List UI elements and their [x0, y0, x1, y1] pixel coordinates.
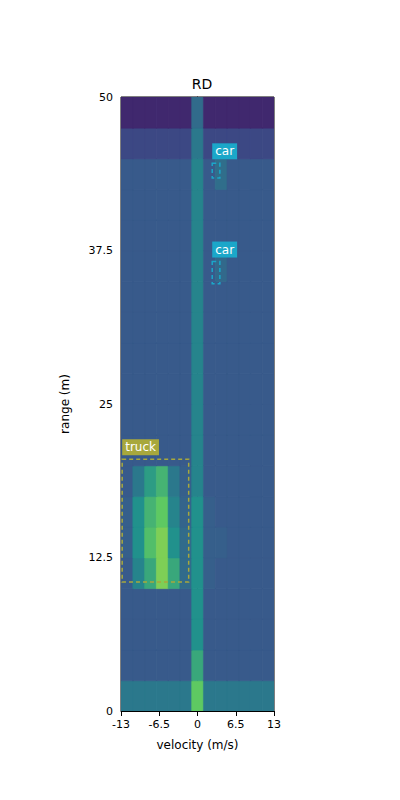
svg-text:0: 0 [106, 705, 113, 718]
svg-text:6.5: 6.5 [227, 718, 245, 731]
svg-text:truck: truck [125, 440, 156, 454]
svg-text:RD: RD [192, 76, 213, 92]
svg-text:car: car [215, 144, 234, 158]
svg-text:13: 13 [267, 718, 281, 731]
svg-text:0: 0 [194, 718, 201, 731]
svg-text:-6.5: -6.5 [149, 718, 170, 731]
svg-text:12.5: 12.5 [89, 551, 114, 564]
svg-text:velocity (m/s): velocity (m/s) [156, 738, 238, 752]
svg-text:car: car [215, 243, 234, 257]
svg-text:-13: -13 [112, 718, 130, 731]
svg-text:37.5: 37.5 [89, 244, 114, 257]
svg-text:50: 50 [99, 91, 113, 104]
svg-text:25: 25 [99, 398, 113, 411]
svg-text:range (m): range (m) [58, 374, 72, 434]
